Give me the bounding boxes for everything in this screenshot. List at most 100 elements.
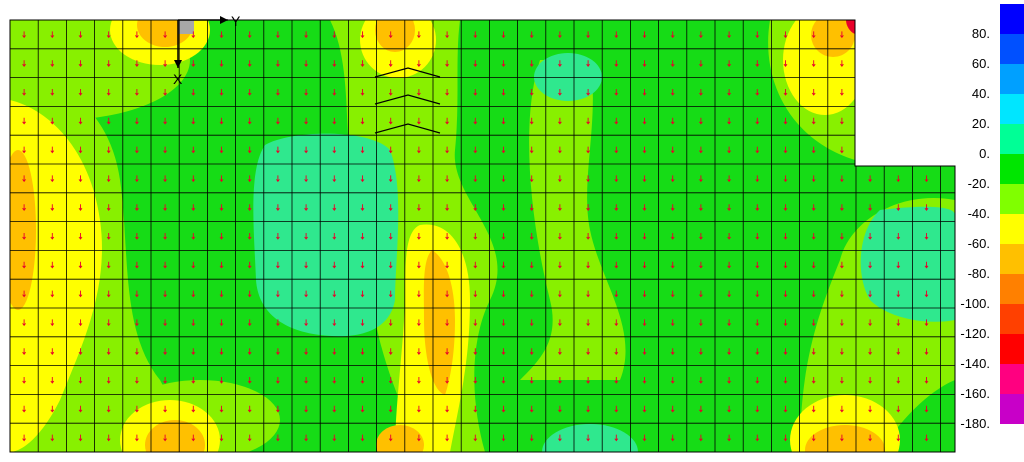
vector-arrow: [276, 290, 280, 298]
vector-arrow: [699, 261, 703, 269]
vector-arrow: [388, 319, 393, 327]
vector-arrow: [924, 233, 929, 240]
vector-arrow: [529, 175, 534, 183]
vector-arrow: [783, 405, 788, 413]
vector-arrow: [106, 60, 111, 67]
vector-arrow: [332, 434, 337, 442]
vector-arrow: [529, 377, 534, 384]
vector-arrow: [924, 60, 929, 67]
vector-arrow: [417, 434, 421, 442]
vector-arrow: [417, 319, 421, 327]
vector-arrow: [755, 377, 760, 384]
vector-arrow: [755, 261, 760, 269]
vector-arrow: [473, 204, 478, 211]
vector-arrow: [586, 117, 590, 125]
vector-arrow: [529, 348, 534, 355]
vector-arrow: [501, 204, 506, 211]
vector-arrow: [727, 117, 731, 125]
vector-arrow: [811, 60, 816, 67]
vector-arrow: [473, 117, 478, 125]
vector-arrow: [219, 60, 224, 67]
vector-arrow: [473, 405, 478, 413]
vector-arrow: [163, 175, 167, 183]
vector-arrow: [78, 31, 83, 39]
vector-arrow: [868, 290, 872, 298]
vector-arrow: [924, 319, 929, 327]
vector-arrow: [924, 146, 929, 154]
vector-arrow: [614, 31, 619, 39]
vector-arrow: [699, 348, 703, 355]
vector-arrow: [896, 405, 901, 413]
vector-arrow: [924, 261, 929, 269]
contour-region-grey: [178, 20, 194, 34]
vector-arrow: [699, 31, 703, 39]
vector-arrow: [50, 377, 55, 384]
vector-arrow: [445, 348, 449, 355]
vector-arrow: [558, 434, 562, 442]
vector-arrow: [360, 60, 365, 67]
vector-arrow: [50, 348, 55, 355]
vector-arrow: [840, 204, 844, 211]
vector-arrow: [811, 175, 816, 183]
vector-arrow: [78, 146, 83, 154]
vector-arrow: [360, 405, 365, 413]
vector-arrow: [755, 434, 760, 442]
vector-arrow: [896, 290, 901, 298]
vector-arrow: [135, 175, 139, 183]
vector-arrow: [868, 117, 872, 125]
vector-arrow: [614, 434, 619, 442]
vector-arrow: [699, 89, 703, 96]
vector-arrow: [106, 233, 111, 240]
vector-arrow: [727, 377, 731, 384]
vector-arrow: [783, 60, 788, 67]
legend-label: -60.: [967, 236, 990, 251]
vector-arrow: [558, 204, 562, 211]
vector-arrow: [50, 290, 55, 298]
vector-arrow: [388, 233, 393, 240]
vector-arrow: [727, 233, 731, 240]
vector-arrow: [417, 261, 421, 269]
vector-arrow: [501, 434, 506, 442]
vector-arrow: [840, 405, 844, 413]
vector-arrow: [586, 405, 590, 413]
vector-arrow: [219, 146, 224, 154]
vector-arrow: [22, 348, 26, 355]
vector-arrow: [558, 319, 562, 327]
vector-arrow: [755, 175, 760, 183]
vector-arrow: [501, 405, 506, 413]
vector-arrow: [50, 233, 55, 240]
beam-lines: [374, 67, 441, 134]
vector-arrow: [727, 31, 731, 39]
vector-arrow: [896, 204, 901, 211]
vector-arrow: [755, 117, 760, 125]
vector-arrow: [106, 117, 111, 125]
legend-swatch: [1000, 214, 1024, 244]
vector-arrow: [135, 434, 139, 442]
vector-arrow: [304, 377, 308, 384]
vector-arrow: [445, 175, 449, 183]
vector-arrow: [783, 204, 788, 211]
vector-arrow: [642, 233, 647, 240]
legend-label: -80.: [967, 266, 990, 281]
vector-arrow: [783, 146, 788, 154]
vector-arrow: [50, 204, 55, 211]
vector-arrow: [445, 319, 449, 327]
vector-arrow: [360, 348, 365, 355]
vector-arrow: [332, 175, 337, 183]
vector-arrow: [135, 348, 139, 355]
vector-arrow: [276, 117, 280, 125]
vector-arrow: [417, 31, 421, 39]
vector-arrow: [304, 348, 308, 355]
vector-arrow: [163, 377, 167, 384]
vector-arrow: [276, 261, 280, 269]
vector-arrow: [868, 60, 872, 67]
vector-arrow: [473, 319, 478, 327]
vector-arrow: [360, 233, 365, 240]
vector-arrow: [191, 319, 196, 327]
vector-arrow: [50, 31, 55, 39]
vector-arrow: [727, 405, 731, 413]
slab-outline: [9, 19, 956, 453]
vector-arrow: [840, 319, 844, 327]
vector-arrow: [699, 117, 703, 125]
vector-arrow: [106, 377, 111, 384]
